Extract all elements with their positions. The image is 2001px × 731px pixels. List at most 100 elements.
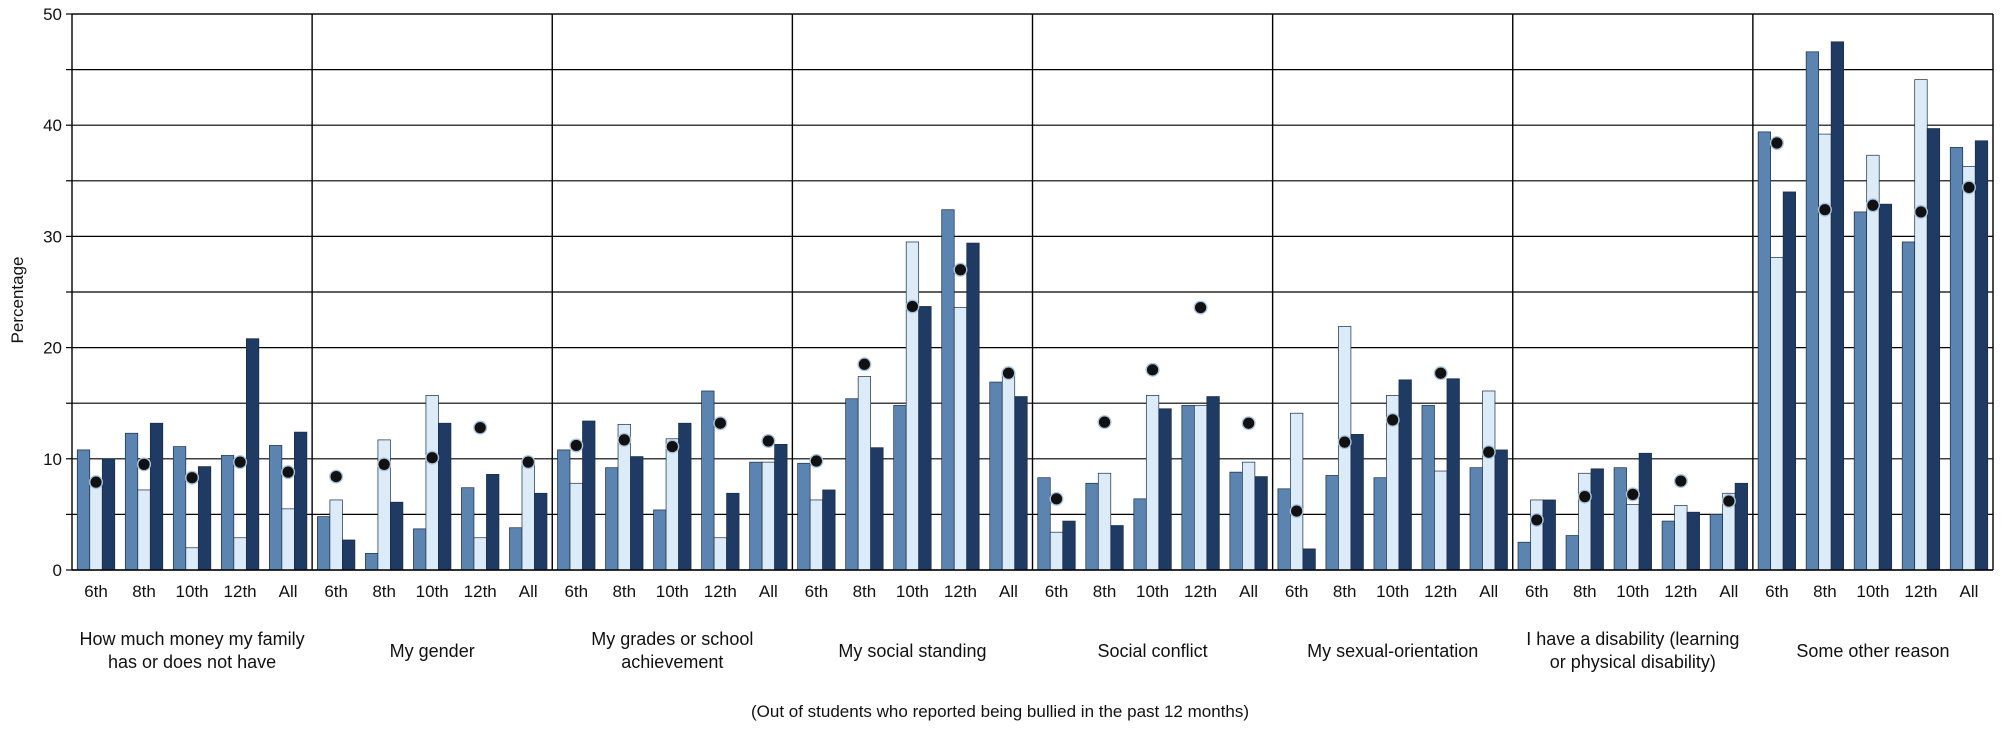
- bar-series-2: [1097, 472, 1112, 571]
- x-tick-label: All: [999, 582, 1018, 601]
- x-tick-label: 10th: [656, 582, 689, 601]
- marker-point: [569, 438, 584, 453]
- bar-series-1: [461, 487, 475, 571]
- marker-point: [329, 469, 344, 484]
- x-tick-label: 8th: [372, 582, 396, 601]
- x-tick-label: All: [519, 582, 538, 601]
- marker-point: [89, 475, 104, 490]
- marker-point: [425, 450, 440, 465]
- bar-series-3: [774, 443, 788, 571]
- x-tick-label: 10th: [1376, 582, 1409, 601]
- bar-series-2: [809, 499, 823, 571]
- x-tick-label: 12th: [1904, 582, 1937, 601]
- bar-series-3: [1542, 499, 1556, 571]
- marker-point: [1721, 494, 1736, 509]
- bar-series-3: [1926, 128, 1941, 571]
- marker-point: [617, 432, 632, 447]
- bar-series-1: [1757, 131, 1771, 571]
- marker-point: [1241, 416, 1256, 431]
- x-tick-label: 10th: [1136, 582, 1169, 601]
- x-tick-label: All: [759, 582, 778, 601]
- bar-series-3: [582, 420, 596, 571]
- y-tick-label: 40: [43, 116, 62, 135]
- group-label: I have a disability (learning: [1526, 629, 1739, 649]
- bar-series-2: [1290, 412, 1304, 571]
- group-label: Social conflict: [1098, 641, 1208, 661]
- bar-series-2: [1001, 372, 1016, 571]
- bar-series-3: [245, 338, 260, 571]
- x-tick-label: 6th: [84, 582, 108, 601]
- x-tick-label: 12th: [1424, 582, 1457, 601]
- x-tick-label: 6th: [1045, 582, 1069, 601]
- bar-series-1: [1181, 405, 1195, 571]
- bar-series-3: [149, 422, 164, 571]
- bar-series-3: [342, 539, 356, 571]
- x-tick-label: All: [1960, 582, 1979, 601]
- labels: 0 10 20 30 40 50 6th 8th 10th 12th All How much mon…: [43, 5, 1978, 672]
- x-axis-title: (Out of students who reported being bull…: [751, 702, 1249, 721]
- marker-point: [761, 434, 776, 449]
- bar-series-1: [1613, 467, 1627, 571]
- bar-series-3: [1782, 191, 1796, 571]
- marker-point: [1481, 445, 1496, 460]
- bar-series-3: [1254, 476, 1268, 571]
- bar-series-1: [797, 462, 811, 571]
- x-tick-label: 6th: [324, 582, 348, 601]
- x-tick-label: All: [1719, 582, 1738, 601]
- bar-series-2: [905, 241, 920, 571]
- marker-point: [1769, 135, 1784, 150]
- x-tick-label: 6th: [1525, 582, 1549, 601]
- bar-series-3: [1830, 41, 1845, 571]
- bar-series-2: [1482, 390, 1496, 571]
- x-tick-label: 6th: [1765, 582, 1789, 601]
- marker-point: [185, 470, 200, 485]
- bar-series-2: [1434, 470, 1448, 571]
- bar-series-1: [269, 445, 283, 571]
- bar-series-1: [557, 449, 571, 571]
- bar-series-3: [1878, 203, 1893, 571]
- x-tick-label: 8th: [132, 582, 156, 601]
- marker-point: [1577, 489, 1592, 504]
- bar-series-3: [822, 489, 836, 571]
- bar-series-1: [845, 398, 859, 571]
- bar-series-2: [137, 489, 151, 571]
- bar-series-3: [197, 466, 212, 571]
- bar-series-3: [966, 242, 980, 571]
- bar-series-1: [701, 390, 715, 571]
- marker-point: [1337, 435, 1352, 450]
- x-tick-label: 8th: [1573, 582, 1597, 601]
- bar-series-1: [989, 381, 1003, 571]
- bar-series-2: [857, 376, 872, 571]
- marker-point: [905, 299, 920, 314]
- bar-series-2: [425, 395, 439, 571]
- marker-point: [281, 465, 296, 480]
- bar-series-3: [534, 492, 548, 571]
- bar-series-2: [713, 537, 727, 571]
- x-tick-label: 6th: [1285, 582, 1309, 601]
- bar-series-1: [1949, 147, 1964, 571]
- group-label: My social standing: [838, 641, 986, 661]
- x-tick-label: 12th: [224, 582, 257, 601]
- y-tick-label: 30: [43, 227, 62, 246]
- bar-series-3: [1734, 482, 1748, 571]
- marker-point: [857, 357, 872, 372]
- bar-series-3: [1110, 525, 1124, 571]
- bar-series-3: [1686, 511, 1700, 571]
- bar-series-1: [1037, 477, 1051, 571]
- bar-series-1: [220, 455, 235, 571]
- bar-series-1: [1805, 51, 1820, 571]
- bar-series-1: [605, 467, 619, 571]
- x-tick-label: 8th: [612, 582, 636, 601]
- marker-point: [713, 416, 728, 431]
- bar-series-1: [653, 509, 667, 571]
- bar-series-1: [1901, 241, 1916, 571]
- bar-series-3: [101, 458, 116, 571]
- marker-point: [1145, 362, 1160, 377]
- bar-series-2: [473, 537, 487, 571]
- bar-series-3: [1302, 548, 1316, 571]
- marker-point: [1817, 202, 1832, 217]
- x-tick-label: 12th: [704, 582, 737, 601]
- marker-point: [665, 439, 680, 454]
- bar-series-3: [1398, 379, 1412, 571]
